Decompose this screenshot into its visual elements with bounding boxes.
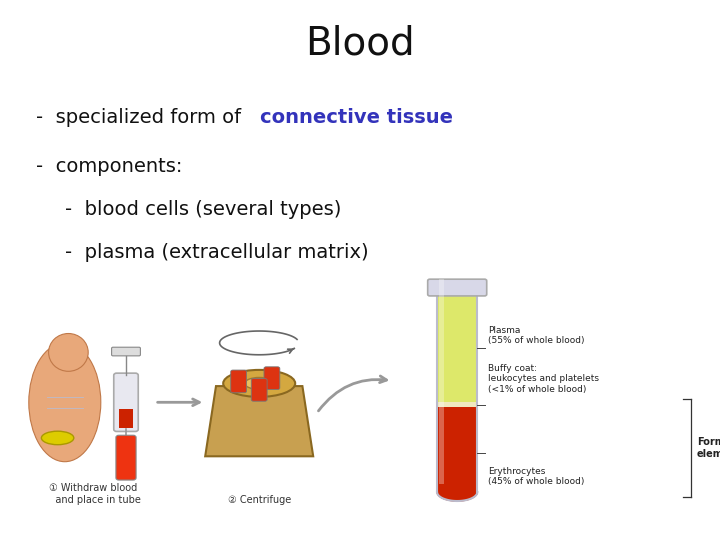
Text: -  components:: - components: <box>36 157 182 176</box>
Bar <box>439 279 444 484</box>
Ellipse shape <box>245 377 274 389</box>
Text: Buffy coat:
leukocytes and platelets
(<1% of whole blood): Buffy coat: leukocytes and platelets (<1… <box>488 364 599 394</box>
FancyBboxPatch shape <box>112 347 140 356</box>
Ellipse shape <box>42 431 74 445</box>
Text: Plasma
(55% of whole blood): Plasma (55% of whole blood) <box>488 326 585 346</box>
Text: ② Centrifuge: ② Centrifuge <box>228 495 291 505</box>
Text: -  blood cells (several types): - blood cells (several types) <box>65 200 341 219</box>
Text: Erythrocytes
(45% of whole blood): Erythrocytes (45% of whole blood) <box>488 467 585 486</box>
FancyBboxPatch shape <box>264 367 280 389</box>
FancyBboxPatch shape <box>230 370 246 393</box>
Text: connective tissue: connective tissue <box>260 108 453 127</box>
Bar <box>119 409 133 428</box>
Polygon shape <box>437 492 477 501</box>
Text: Formed
elements: Formed elements <box>697 437 720 459</box>
FancyBboxPatch shape <box>114 373 138 431</box>
Polygon shape <box>205 386 313 456</box>
Bar <box>437 294 477 402</box>
Ellipse shape <box>29 343 101 462</box>
FancyBboxPatch shape <box>251 379 267 401</box>
Bar <box>437 400 477 492</box>
Text: -  plasma (extracellular matrix): - plasma (extracellular matrix) <box>65 243 369 262</box>
Ellipse shape <box>223 370 295 397</box>
Text: ① Withdraw blood
   and place in tube: ① Withdraw blood and place in tube <box>46 483 141 505</box>
Ellipse shape <box>49 334 89 372</box>
FancyBboxPatch shape <box>116 435 136 480</box>
Text: Blood: Blood <box>305 24 415 62</box>
FancyBboxPatch shape <box>428 279 487 296</box>
Text: -  specialized form of: - specialized form of <box>36 108 248 127</box>
Bar <box>437 402 477 407</box>
